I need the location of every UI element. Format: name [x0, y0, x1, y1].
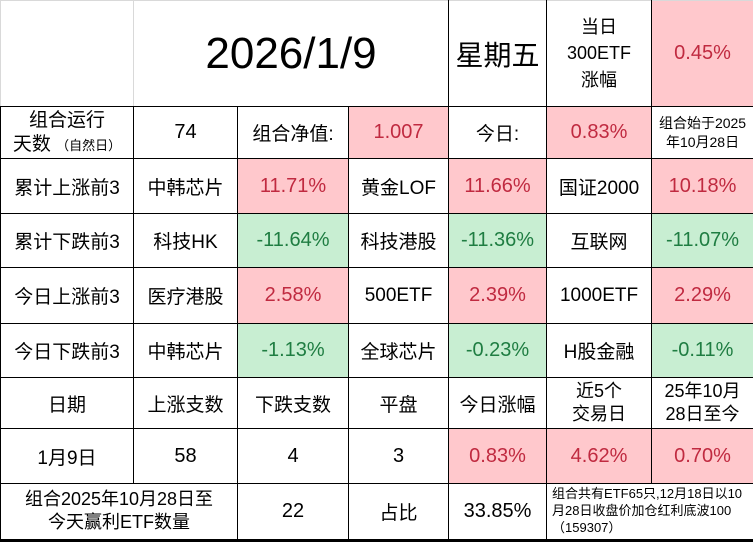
stats-up-count-cell[interactable]: 58	[134, 429, 238, 484]
weekday-cell[interactable]: 星期五	[449, 1, 547, 107]
rank-item-value-cell[interactable]: -0.11%	[652, 324, 753, 378]
portfolio-note-cell[interactable]: 组合共有ETF65只,12月18日以10月28日收盘价加仓红利底波100（159…	[547, 484, 753, 541]
stats-header-up-cell[interactable]: 上涨支数	[134, 378, 238, 429]
nav-value-cell[interactable]: 1.007	[349, 107, 449, 159]
stats-today-change-cell[interactable]: 0.83%	[449, 429, 547, 484]
stats-header-down-cell[interactable]: 下跌支数	[238, 378, 349, 429]
rank-item-name-cell[interactable]: H股金融	[547, 324, 652, 378]
header-row: 2026/1/9 星期五 当日 300ETF 涨幅 0.45%	[1, 1, 753, 107]
rank-item-value-cell[interactable]: -1.13%	[238, 324, 349, 378]
rank-item-value-cell[interactable]: -11.07%	[652, 214, 753, 268]
rank-row-label-cell[interactable]: 累计下跌前3	[1, 214, 134, 268]
start-date-note-cell[interactable]: 组合始于2025年10月28日	[652, 107, 753, 159]
rank-item-name-cell[interactable]: 中韩芯片	[134, 324, 238, 378]
today-gainers-row: 今日上涨前3 医疗港股 2.58% 500ETF 2.39% 1000ETF 2…	[1, 268, 753, 324]
rank-item-name-cell[interactable]: 中韩芯片	[134, 159, 238, 214]
running-days-label-line1: 组合运行	[3, 109, 131, 133]
date-title-cell[interactable]: 2026/1/9	[134, 1, 449, 107]
empty-corner-cell[interactable]	[1, 1, 134, 107]
etf300-label-cell[interactable]: 当日 300ETF 涨幅	[547, 1, 652, 107]
rank-item-name-cell[interactable]: 国证2000	[547, 159, 652, 214]
rank-row-label-cell[interactable]: 今日下跌前3	[1, 324, 134, 378]
today-losers-row: 今日下跌前3 中韩芯片 -1.13% 全球芯片 -0.23% H股金融 -0.1…	[1, 324, 753, 378]
stats-header-date-cell[interactable]: 日期	[1, 378, 134, 429]
rank-item-value-cell[interactable]: 11.66%	[449, 159, 547, 214]
stats-header-today-cell[interactable]: 今日涨幅	[449, 378, 547, 429]
today-change-cell[interactable]: 0.83%	[547, 107, 652, 159]
stats-header-flat-cell[interactable]: 平盘	[349, 378, 449, 429]
summary-row: 组合运行 天数 （自然日） 74 组合净值: 1.007 今日: 0.83% 组…	[1, 107, 753, 159]
rank-item-value-cell[interactable]: -11.36%	[449, 214, 547, 268]
stats-value-row: 1月9日 58 4 3 0.83% 4.62% 0.70%	[1, 429, 753, 484]
running-days-value-cell[interactable]: 74	[134, 107, 238, 159]
stats-header-last5-cell[interactable]: 近5个 交易日	[547, 378, 652, 429]
stats-since-start-change-cell[interactable]: 0.70%	[652, 429, 753, 484]
rank-row-label-cell[interactable]: 累计上涨前3	[1, 159, 134, 214]
stats-date-cell[interactable]: 1月9日	[1, 429, 134, 484]
footer-row: 组合2025年10月28日至 今天赢利ETF数量 22 占比 33.85% 组合…	[1, 484, 753, 541]
cumulative-losers-row: 累计下跌前3 科技HK -11.64% 科技港股 -11.36% 互联网 -11…	[1, 214, 753, 268]
today-label-cell[interactable]: 今日:	[449, 107, 547, 159]
share-label-cell[interactable]: 占比	[349, 484, 449, 541]
stats-header-since-start-cell[interactable]: 25年10月 28日至今	[652, 378, 753, 429]
rank-item-name-cell[interactable]: 互联网	[547, 214, 652, 268]
rank-item-name-cell[interactable]: 全球芯片	[349, 324, 449, 378]
winners-label-cell[interactable]: 组合2025年10月28日至 今天赢利ETF数量	[1, 484, 238, 541]
rank-item-value-cell[interactable]: 2.39%	[449, 268, 547, 324]
stats-down-count-cell[interactable]: 4	[238, 429, 349, 484]
stats-header-row: 日期 上涨支数 下跌支数 平盘 今日涨幅 近5个 交易日 25年10月 28日至…	[1, 378, 753, 429]
rank-item-value-cell[interactable]: -0.23%	[449, 324, 547, 378]
rank-item-name-cell[interactable]: 医疗港股	[134, 268, 238, 324]
nav-label-cell[interactable]: 组合净值:	[238, 107, 349, 159]
running-days-label-note: （自然日）	[56, 138, 121, 153]
rank-item-value-cell[interactable]: 11.71%	[238, 159, 349, 214]
stats-flat-count-cell[interactable]: 3	[349, 429, 449, 484]
etf300-change-cell[interactable]: 0.45%	[652, 1, 753, 107]
stats-last5-change-cell[interactable]: 4.62%	[547, 429, 652, 484]
rank-item-name-cell[interactable]: 黄金LOF	[349, 159, 449, 214]
rank-item-name-cell[interactable]: 500ETF	[349, 268, 449, 324]
rank-item-value-cell[interactable]: 2.58%	[238, 268, 349, 324]
rank-item-name-cell[interactable]: 科技港股	[349, 214, 449, 268]
rank-item-name-cell[interactable]: 1000ETF	[547, 268, 652, 324]
rank-item-value-cell[interactable]: 10.18%	[652, 159, 753, 214]
running-days-label-cell[interactable]: 组合运行 天数 （自然日）	[1, 107, 134, 159]
rank-item-value-cell[interactable]: -11.64%	[238, 214, 349, 268]
rank-row-label-cell[interactable]: 今日上涨前3	[1, 268, 134, 324]
running-days-label-line2: 天数 （自然日）	[3, 133, 131, 157]
winners-count-cell[interactable]: 22	[238, 484, 349, 541]
share-value-cell[interactable]: 33.85%	[449, 484, 547, 541]
rank-item-name-cell[interactable]: 科技HK	[134, 214, 238, 268]
rank-item-value-cell[interactable]: 2.29%	[652, 268, 753, 324]
cumulative-gainers-row: 累计上涨前3 中韩芯片 11.71% 黄金LOF 11.66% 国证2000 1…	[1, 159, 753, 214]
